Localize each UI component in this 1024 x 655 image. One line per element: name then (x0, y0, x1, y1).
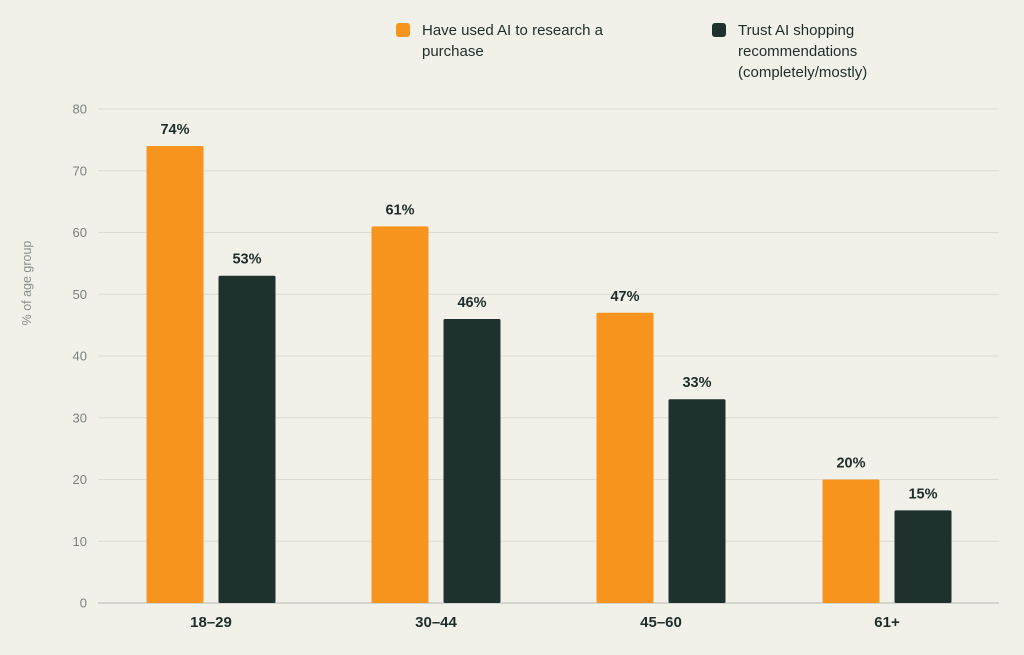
bars (146, 146, 952, 604)
y-tick-label: 80 (73, 102, 87, 117)
bar (894, 510, 952, 603)
value-label: 33% (682, 375, 711, 391)
value-label: 15% (908, 486, 937, 502)
y-axis-label: % of age group (20, 240, 34, 326)
bar (218, 275, 276, 603)
bar (443, 318, 501, 603)
y-tick-label: 40 (73, 349, 87, 364)
value-label: 46% (457, 295, 486, 311)
y-axis-ticks: 0 10 20 30 40 50 60 70 80 (73, 102, 87, 611)
y-tick-label: 60 (73, 225, 87, 240)
legend-label: Have used AI to research a purchase (422, 22, 603, 60)
x-tick-label: 30–44 (415, 614, 457, 631)
value-labels: 74% 61% 47% 20% 53% 46% 33% 15% (160, 122, 937, 502)
y-tick-label: 30 (73, 410, 87, 425)
x-tick-label: 18–29 (190, 614, 232, 631)
y-tick-label: 50 (73, 287, 87, 302)
x-tick-label: 45–60 (640, 614, 682, 631)
legend-swatch-orange (396, 23, 410, 37)
legend-swatch-dark-green (712, 23, 726, 37)
y-tick-label: 10 (73, 534, 87, 549)
legend-label: Trust AI shopping recommendations (compl… (738, 22, 868, 81)
value-label: 53% (232, 252, 261, 268)
value-label: 61% (385, 202, 414, 218)
x-axis-ticks: 18–29 30–44 45–60 61+ (190, 614, 900, 631)
y-tick-label: 20 (73, 472, 87, 487)
value-label: 47% (610, 289, 639, 305)
bar (668, 399, 726, 603)
x-tick-label: 61+ (874, 614, 900, 631)
bar (371, 226, 429, 603)
legend-item-used-ai: Have used AI to research a purchase (396, 20, 632, 62)
bar (596, 312, 654, 603)
y-tick-label: 70 (73, 163, 87, 178)
value-label: 74% (160, 122, 189, 138)
value-label: 20% (836, 456, 865, 472)
y-tick-label: 0 (80, 596, 87, 611)
legend-item-trust-ai: Trust AI shopping recommendations (compl… (712, 20, 908, 83)
bar (822, 479, 880, 603)
bar (146, 146, 204, 604)
